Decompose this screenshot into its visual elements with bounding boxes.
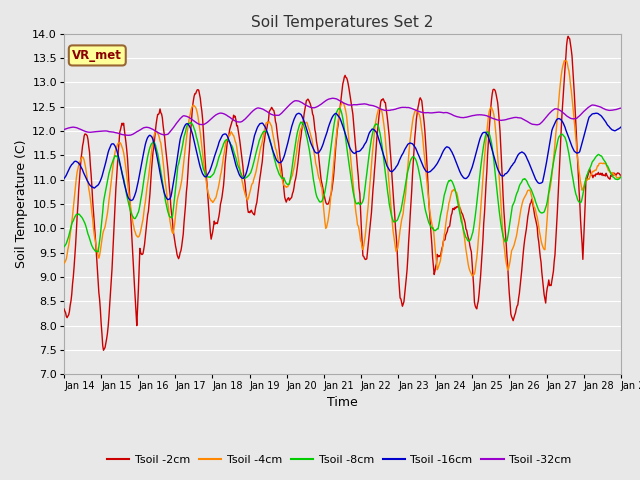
Legend: Tsoil -2cm, Tsoil -4cm, Tsoil -8cm, Tsoil -16cm, Tsoil -32cm: Tsoil -2cm, Tsoil -4cm, Tsoil -8cm, Tsoi… [102,451,576,469]
Text: VR_met: VR_met [72,49,122,62]
Title: Soil Temperatures Set 2: Soil Temperatures Set 2 [252,15,433,30]
X-axis label: Time: Time [327,396,358,408]
Y-axis label: Soil Temperature (C): Soil Temperature (C) [15,140,28,268]
